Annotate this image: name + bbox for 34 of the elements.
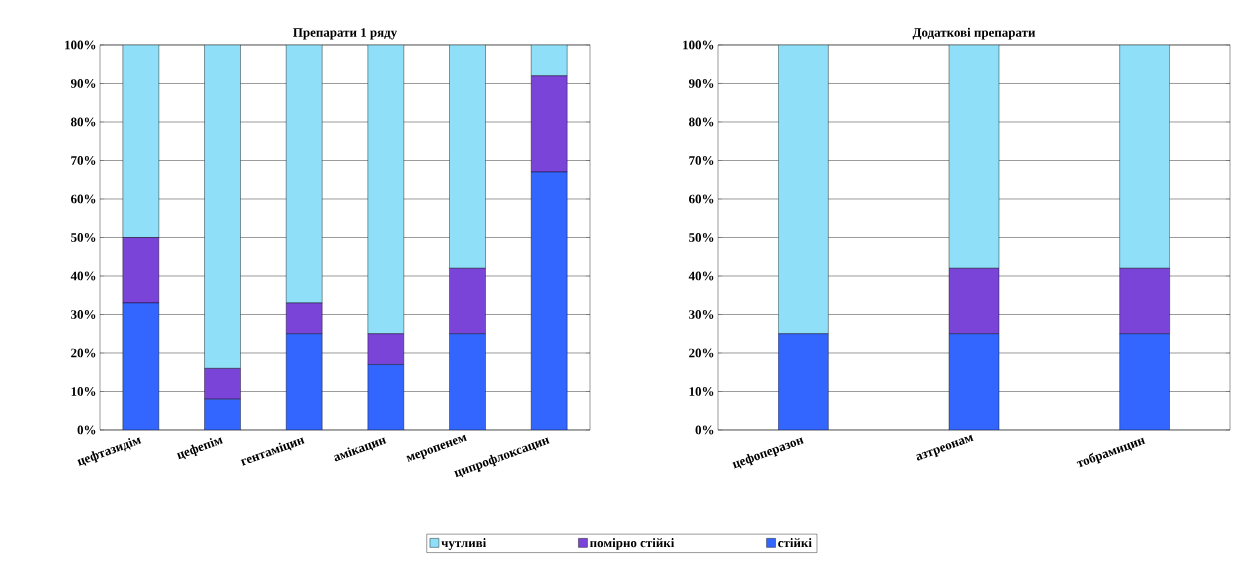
chart-title: Препарати 1 ряду <box>293 28 398 40</box>
bar <box>367 364 405 430</box>
y-tick-label: 50% <box>71 233 96 242</box>
bar <box>449 333 486 430</box>
y-tick-label: 50% <box>689 233 714 242</box>
y-tick-label: 20% <box>71 348 96 358</box>
y-tick-label: 40% <box>70 271 96 281</box>
y-tick-label: 80% <box>689 117 714 127</box>
y-tick-label: 70% <box>71 156 96 165</box>
legend-label: помірно стійкі <box>589 538 675 550</box>
y-tick-label: 100% <box>65 40 96 50</box>
bar <box>204 398 241 430</box>
x-tick-label: цефепім <box>176 437 224 460</box>
legend-label: чутливі <box>441 538 487 550</box>
y-tick-label: 0% <box>695 425 714 435</box>
y-tick-label: 10% <box>71 387 96 396</box>
y-tick-label: 60% <box>71 194 96 204</box>
bar <box>285 333 323 430</box>
y-tick-label: 100% <box>683 40 714 50</box>
y-tick-label: 0% <box>77 425 96 435</box>
y-tick-label: 90% <box>688 79 714 88</box>
legend-label: стійкі <box>778 538 812 548</box>
y-tick-label: 30% <box>689 310 714 319</box>
y-tick-label: 60% <box>689 194 714 204</box>
y-tick-label: 90% <box>70 79 96 88</box>
y-tick-label: 80% <box>71 117 96 127</box>
bar <box>530 171 568 430</box>
y-tick-label: 70% <box>689 156 714 165</box>
y-tick-label: 10% <box>689 387 714 396</box>
y-tick-label: 40% <box>688 271 714 281</box>
y-tick-label: 30% <box>71 310 96 319</box>
y-tick-label: 20% <box>689 348 714 358</box>
bar <box>122 302 160 430</box>
chart-title: Додаткові препарати <box>912 27 1036 40</box>
